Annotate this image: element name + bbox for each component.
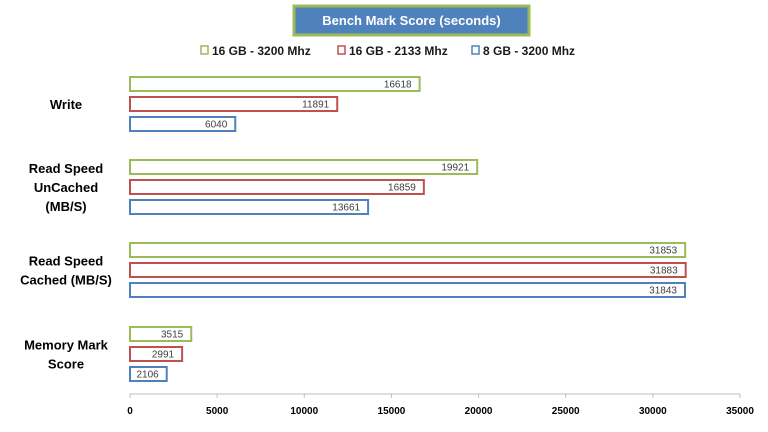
- bar: [129, 179, 425, 195]
- bar: [129, 116, 237, 132]
- bar: [129, 199, 370, 215]
- x-tick-label: 25000: [552, 406, 580, 417]
- data-label: 11891: [302, 100, 330, 111]
- legend: 16 GB - 3200 Mhz 16 GB - 2133 Mhz 8 GB - 3…: [200, 44, 575, 58]
- data-label: 19921: [441, 163, 469, 174]
- bar: [129, 282, 686, 298]
- data-label: 3515: [161, 330, 184, 341]
- category-label: UnCached: [34, 180, 98, 195]
- category-label: Memory Mark: [24, 338, 109, 353]
- category-label: Score: [48, 357, 84, 372]
- data-label: 2106: [136, 370, 159, 381]
- legend-entry: 16 GB - 2133 Mhz: [349, 44, 448, 58]
- x-axis: 0 5000 10000 15000 20000 25000 30000 35000: [127, 393, 754, 417]
- title-background: [292, 4, 531, 37]
- bar: [129, 366, 168, 382]
- x-tick-label: 10000: [290, 406, 318, 417]
- legend-entry: 8 GB - 3200 Mhz: [483, 44, 575, 58]
- category-label: Write: [50, 97, 82, 112]
- category-label: Read Speed: [29, 254, 103, 269]
- data-label: 31843: [649, 286, 677, 297]
- category-label: Read Speed: [29, 161, 103, 176]
- data-label: 16859: [388, 183, 416, 194]
- bar: [129, 242, 687, 258]
- legend-swatch: [471, 45, 480, 55]
- chart-title-box: Bench Mark Score (seconds): [292, 4, 531, 37]
- x-tick-label: 0: [127, 406, 133, 417]
- category-label: (MB/S): [45, 199, 86, 214]
- legend-swatch: [200, 45, 209, 55]
- data-label: 13661: [332, 203, 360, 214]
- data-label: 31883: [650, 266, 678, 277]
- x-tick-label: 20000: [465, 406, 493, 417]
- bar: [129, 96, 339, 112]
- x-tick-label: 30000: [639, 406, 667, 417]
- legend-entry: 16 GB - 3200 Mhz: [212, 44, 311, 58]
- x-tick-label: 35000: [726, 406, 754, 417]
- bar: [129, 159, 479, 175]
- bar: [129, 346, 184, 362]
- legend-swatch: [337, 45, 346, 55]
- category-label: Cached (MB/S): [20, 273, 112, 288]
- bar: [129, 262, 687, 278]
- bar: [129, 76, 421, 92]
- data-label: 31853: [649, 246, 677, 257]
- x-tick-label: 5000: [206, 406, 229, 417]
- chart-title: Bench Mark Score (seconds): [322, 13, 500, 28]
- plot-area: 16618 19921 31853 3515 11891 16859 31883 2991 60…: [129, 76, 687, 382]
- data-label: 2991: [152, 350, 175, 361]
- data-label: 6040: [205, 120, 228, 131]
- bar: [129, 326, 193, 342]
- x-tick-label: 15000: [378, 406, 406, 417]
- category-labels: Write Read Speed UnCached (MB/S) Read Speed C…: [20, 97, 112, 372]
- data-label: 16618: [384, 80, 412, 91]
